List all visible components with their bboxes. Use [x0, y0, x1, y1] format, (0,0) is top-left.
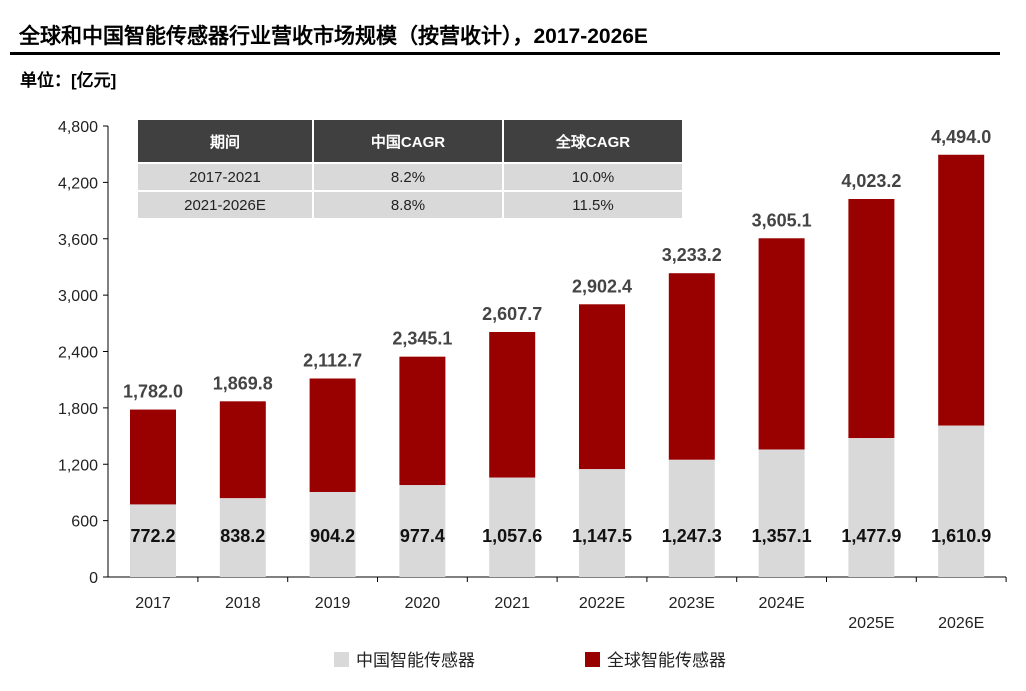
china-value-label: 1,057.6	[482, 526, 542, 546]
global-bar	[668, 273, 715, 460]
legend-swatch-china	[334, 652, 349, 667]
legend-label-china: 中国智能传感器	[356, 651, 475, 670]
china-bar	[848, 438, 895, 577]
china-bar	[130, 504, 176, 577]
cagr-row: 2021-2026E 8.8% 11.5%	[138, 190, 684, 218]
cagr-header: 期间	[138, 120, 314, 163]
china-value-label: 1,147.5	[572, 526, 632, 546]
cagr-header-row: 期间 中国CAGR 全球CAGR	[138, 120, 684, 163]
china-value-label: 1,477.9	[841, 526, 901, 546]
china-bar	[399, 485, 446, 577]
y-tick-label: 4,800	[58, 119, 98, 136]
y-tick-label: 1,800	[58, 401, 98, 418]
china-bar	[489, 477, 536, 577]
unit-label: 单位：[亿元]	[20, 71, 117, 90]
china-bar	[309, 492, 356, 577]
cagr-header: 全球CAGR	[503, 120, 684, 163]
china-bar	[219, 498, 266, 577]
chart-title: 全球和中国智能传感器行业营收市场规模（按营收计），2017-2026E	[19, 25, 648, 48]
cagr-cell: 2017-2021	[138, 162, 314, 191]
x-tick-label: 2021	[494, 595, 530, 612]
china-value-label: 838.2	[220, 526, 265, 546]
x-tick-label: 2026E	[938, 615, 984, 632]
cagr-cell: 8.2%	[313, 162, 504, 191]
global-bar	[130, 409, 176, 505]
global-bar	[938, 154, 985, 426]
y-tick-label: 3,600	[58, 232, 98, 249]
x-tick-label: 2020	[405, 595, 441, 612]
y-tick-label: 0	[89, 570, 98, 587]
global-value-label: 1,782.0	[123, 382, 183, 402]
global-value-label: 3,605.1	[752, 210, 812, 230]
china-value-label: 977.4	[400, 526, 445, 546]
cagr-cell: 11.5%	[503, 190, 684, 218]
global-value-label: 2,607.7	[482, 304, 542, 324]
china-value-label: 904.2	[310, 526, 355, 546]
cagr-cell: 10.0%	[503, 162, 684, 191]
cagr-table: 期间 中国CAGR 全球CAGR 2017-2021 8.2% 10.0% 20…	[138, 120, 684, 218]
x-tick-label: 2017	[135, 595, 171, 612]
global-value-label: 4,023.2	[841, 171, 901, 191]
y-tick-label: 3,000	[58, 288, 98, 305]
china-bar	[579, 469, 625, 577]
x-tick-label: 2023E	[669, 595, 715, 612]
y-tick-label: 1,200	[58, 457, 98, 474]
china-value-label: 1,247.3	[662, 526, 722, 546]
global-value-label: 2,345.1	[392, 329, 452, 349]
china-value-label: 1,610.9	[931, 526, 991, 546]
title-rule	[10, 52, 1000, 55]
china-bar	[758, 449, 805, 577]
legend-label-global: 全球智能传感器	[607, 651, 726, 670]
cagr-cell: 2021-2026E	[138, 190, 314, 218]
global-bar	[219, 401, 266, 499]
global-value-label: 2,112.7	[303, 350, 362, 370]
global-value-label: 2,902.4	[572, 276, 632, 296]
cagr-row: 2017-2021 8.2% 10.0%	[138, 162, 684, 191]
global-bar	[758, 238, 805, 450]
cagr-cell: 8.8%	[313, 190, 504, 218]
global-bar	[309, 378, 356, 493]
global-bar	[489, 331, 536, 478]
global-value-label: 4,494.0	[931, 127, 991, 147]
cagr-header: 中国CAGR	[313, 120, 504, 163]
legend-swatch-global	[585, 652, 600, 667]
x-tick-label: 2025E	[848, 615, 894, 632]
x-tick-label: 2018	[225, 595, 261, 612]
x-tick-label: 2024E	[758, 595, 804, 612]
china-bar	[668, 459, 715, 577]
x-tick-label: 2019	[315, 595, 351, 612]
china-bar	[938, 425, 985, 577]
china-value-label: 1,357.1	[752, 526, 812, 546]
global-value-label: 1,869.8	[213, 373, 273, 393]
y-tick-label: 4,200	[58, 175, 98, 192]
y-tick-label: 2,400	[58, 345, 98, 362]
y-tick-label: 600	[71, 514, 98, 531]
global-bar	[399, 356, 446, 486]
global-value-label: 3,233.2	[662, 245, 722, 265]
china-value-label: 772.2	[130, 526, 175, 546]
global-bar	[848, 198, 895, 439]
x-tick-label: 2022E	[579, 595, 625, 612]
global-bar	[579, 304, 625, 470]
